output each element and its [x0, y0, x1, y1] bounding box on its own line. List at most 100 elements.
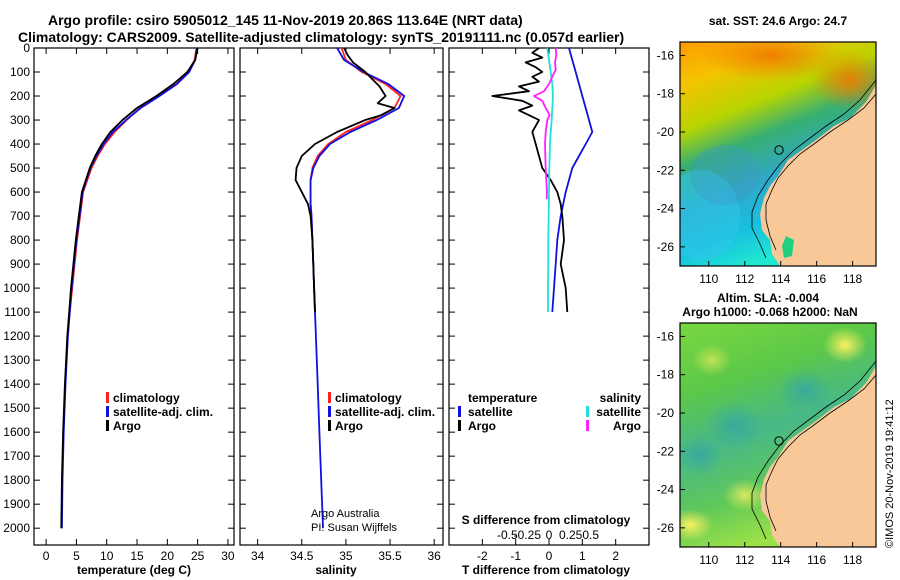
x-tick-label: 1 [579, 549, 586, 563]
diff-legend-t-argo-swatch [458, 420, 461, 431]
map-y-tick-label: -24 [657, 202, 675, 216]
temperature-plot: 0 5 10 15 20 25 30 [43, 47, 235, 563]
diff-legend-s-satellite-label: satellite [596, 405, 641, 419]
depth-tick-label: 500 [10, 161, 30, 175]
legend-satellite-swatch [106, 406, 109, 417]
difference-panel-frame [448, 47, 650, 546]
depth-tick-label: 600 [10, 185, 30, 199]
diff-legend-s-satellite-swatch [586, 406, 589, 417]
sla-map-axes: 110 112 114 116 118 -16 -18 -20 -22 -24 -26 [657, 329, 863, 567]
x-tick-label: 0 [546, 549, 553, 563]
x-tick-label: 5 [73, 549, 80, 563]
x-tick-label: 25 [191, 549, 205, 563]
legend-climatology-swatch [106, 392, 109, 403]
series-line-t-argo [491, 47, 569, 313]
difference-plot: -2 -1 0 1 2 -0.5-0.25 0 0.25 0.5 [477, 47, 619, 563]
sla-map-title: Altim. SLA: -0.004 [717, 291, 819, 305]
depth-tick-label: 1600 [3, 425, 30, 439]
x-tick-label: 34 [251, 549, 265, 563]
x-tick-label: 10 [100, 549, 114, 563]
sst-map-title: sat. SST: 24.6 Argo: 24.7 [709, 14, 848, 28]
map-y-tick-label: -20 [657, 125, 675, 139]
map-y-tick-label: -22 [657, 444, 675, 458]
temperature-panel-frame [33, 47, 235, 546]
salinity-legend: climatology satellite-adj. clim. Argo [328, 391, 435, 433]
map-y-tick-label: -18 [657, 368, 675, 382]
sst-land [760, 85, 876, 266]
credit-argo-australia: Argo Australia [311, 508, 380, 520]
depth-tick-label: 1900 [3, 497, 30, 511]
sla-land [760, 366, 876, 547]
map-y-tick-label: -22 [657, 163, 675, 177]
sal-legend-satellite-label: satellite-adj. clim. [335, 405, 435, 419]
sal-legend-climatology-swatch [328, 392, 331, 403]
t-difference-axis-label: T difference from climatology [462, 563, 630, 577]
x-tick-label: 20 [161, 549, 175, 563]
diff-legend-salinity-heading: salinity [600, 391, 642, 405]
depth-tick-label: 200 [10, 89, 30, 103]
depth-tick-label: 1100 [4, 305, 30, 319]
sst-map-axes: 110 112 114 116 118 -16 -18 -20 -22 -24 -26 [657, 48, 863, 286]
diff-legend-s-argo-label: Argo [613, 419, 641, 433]
map-x-tick-label: 114 [771, 272, 790, 286]
s-diff-tick-label: 0.5 [582, 528, 599, 542]
x-tick-label: 35.5 [378, 549, 402, 563]
map-x-tick-label: 116 [807, 553, 826, 567]
depth-tick-label: 700 [10, 209, 30, 223]
depth-tick-label: 1300 [3, 353, 30, 367]
x-tick-label: 0 [43, 549, 50, 563]
series-line-satellite-adj-clim [309, 47, 406, 529]
depth-tick-label: 100 [10, 65, 30, 79]
x-tick-label: -1 [510, 549, 521, 563]
series-line-satellite-adj-clim [61, 47, 198, 529]
map-x-tick-label: 118 [843, 272, 862, 286]
salinity-axis-label: salinity [315, 563, 357, 577]
map-y-tick-label: -26 [657, 240, 675, 254]
credit-pi: PI: Susan Wijffels [311, 522, 397, 534]
map-x-tick-label: 112 [735, 553, 754, 567]
s-diff-tick-label: 0 [546, 528, 553, 542]
s-diff-tick-label: 0.25 [559, 528, 583, 542]
diff-legend-s-argo-swatch [586, 420, 589, 431]
x-tick-label: -2 [477, 549, 488, 563]
depth-tick-label: 300 [10, 113, 30, 127]
sla-map-subtitle: Argo h1000: -0.068 h2000: NaN [682, 305, 857, 319]
sal-legend-argo-swatch [328, 420, 331, 431]
map-y-tick-label: -20 [657, 406, 675, 420]
diff-legend-temperature-heading: temperature [468, 391, 538, 405]
figure-title-line-2: Climatology: CARS2009. Satellite-adjuste… [18, 29, 624, 45]
timestamp: ©IMOS 20-Nov-2019 19:41:12 [884, 399, 896, 548]
s-diff-tick-label: -0.5 [497, 528, 518, 542]
depth-tick-label: 1700 [3, 449, 30, 463]
x-tick-label: 35 [339, 549, 353, 563]
legend-climatology-label: climatology [113, 391, 180, 405]
sla-map-field [680, 323, 876, 547]
sal-legend-satellite-swatch [328, 406, 331, 417]
map-y-tick-label: -24 [657, 483, 675, 497]
s-diff-tick-label: -0.25 [514, 528, 542, 542]
sst-map-field [680, 42, 876, 266]
series-line-t-satellite [551, 47, 594, 313]
depth-tick-label: 1500 [3, 401, 30, 415]
depth-tick-label: 1400 [3, 377, 30, 391]
depth-tick-label: 900 [10, 257, 30, 271]
temperature-legend: climatology satellite-adj. clim. Argo [106, 391, 213, 433]
series-line-argo [60, 47, 199, 529]
x-tick-label: 15 [130, 549, 144, 563]
depth-tick-label: 0 [23, 41, 30, 55]
map-x-tick-label: 110 [699, 272, 718, 286]
legend-satellite-label: satellite-adj. clim. [113, 405, 213, 419]
depth-tick-label: 400 [10, 137, 30, 151]
series-line-climatology [68, 47, 198, 313]
depth-tick-label: 1200 [3, 329, 30, 343]
diff-legend-t-argo-label: Argo [468, 419, 496, 433]
series-line-climatology [309, 47, 402, 313]
figure-title-line-1: Argo profile: csiro 5905012_145 11-Nov-2… [48, 12, 523, 28]
sst-float-marker [774, 145, 784, 155]
diff-legend-t-satellite-label: satellite [468, 405, 513, 419]
depth-tick-label: 1000 [3, 281, 30, 295]
depth-axis: 0 100 200 300 400 500 600 700 800 900 1000 1100 1200… [3, 41, 649, 535]
map-y-tick-label: -26 [657, 521, 675, 535]
map-x-tick-label: 112 [735, 272, 754, 286]
depth-tick-label: 2000 [3, 521, 30, 535]
